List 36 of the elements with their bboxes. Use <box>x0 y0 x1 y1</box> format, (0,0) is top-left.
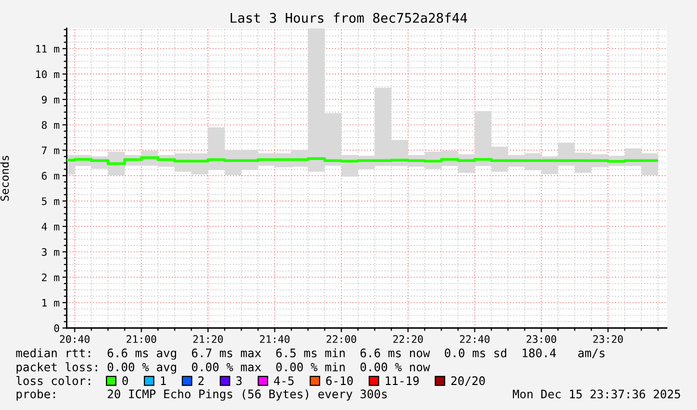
y-tick-label: 4 m <box>42 222 60 230</box>
x-tick-label: 20:40 <box>60 335 90 343</box>
legend-label: 20/20 <box>451 376 485 386</box>
y-axis-title: Seconds <box>0 156 9 201</box>
text: probe: 20 ICMP Echo Pings (56 Bytes) every 300s <box>16 389 387 401</box>
x-tick-label: 22:00 <box>326 335 356 343</box>
x-tick-label: 21:00 <box>126 335 156 343</box>
y-tick-label: 11 m <box>36 45 60 53</box>
x-tick-label: 23:00 <box>526 335 556 343</box>
y-tick-label: 5 m <box>42 197 60 206</box>
legend-title: loss color: <box>16 376 90 386</box>
y-tick-label: 9 m <box>42 96 60 104</box>
legend-label: 0 <box>122 376 128 386</box>
y-tick-label: 0 <box>54 324 60 332</box>
y-tick-label: 1 m <box>42 299 60 307</box>
x-tick-label: 22:20 <box>393 335 423 343</box>
text: packet loss: 0.00 % avg 0.00 % max 0.00 % min 0.00 % now <box>16 362 430 374</box>
x-tick-label: 21:20 <box>193 335 223 343</box>
legend-label: 1 <box>161 376 166 385</box>
y-tick-label: 3 m <box>42 248 60 256</box>
text: Mon Dec 15 23:37:36 2025 <box>512 390 680 398</box>
legend-label: 11-19 <box>386 376 419 386</box>
legend-label: 4-5 <box>274 376 294 386</box>
chart-title: Last 3 Hours from 8ec752a28f44 <box>230 12 468 23</box>
legend-label: 3 <box>236 376 242 386</box>
legend-label: 2 <box>198 376 204 385</box>
y-tick-label: 8 m <box>42 121 60 129</box>
y-tick-label: 2 m <box>42 274 60 282</box>
y-tick-label: 6 m <box>42 172 60 180</box>
x-tick-label: 21:40 <box>260 335 290 343</box>
x-tick-label: 23:20 <box>593 335 623 343</box>
legend-label: 6-10 <box>326 376 353 386</box>
text: median rtt: 6.6 ms avg 6.7 ms max 6.5 ms min 6.6 ms now 0.0 ms sd 180.4 am/s <box>16 348 604 360</box>
x-tick-label: 22:40 <box>460 335 490 343</box>
y-tick-label: 10 m <box>36 70 60 78</box>
y-tick-label: 7 m <box>42 146 60 154</box>
